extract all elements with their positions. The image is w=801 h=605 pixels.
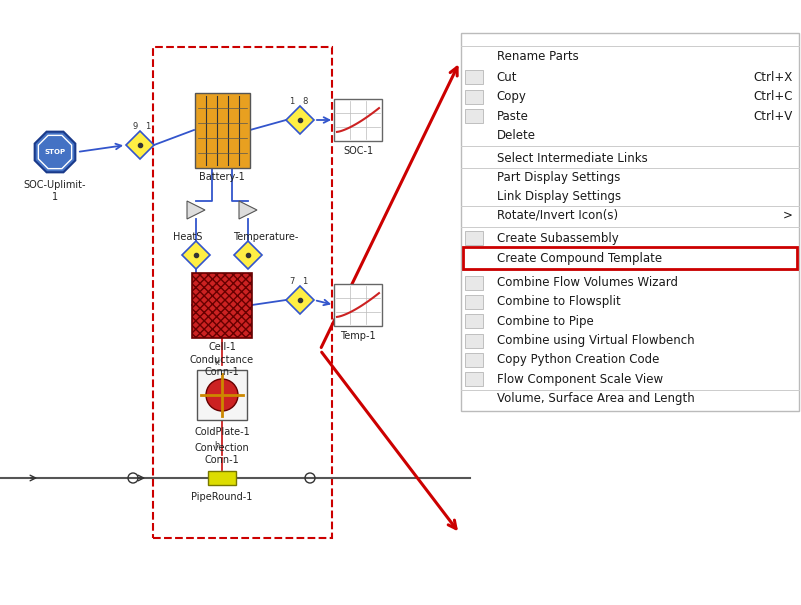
Bar: [465, 372, 482, 387]
Text: Copy: Copy: [497, 90, 526, 103]
Bar: [334, 284, 382, 326]
Bar: [153, 47, 332, 538]
Text: Part Display Settings: Part Display Settings: [497, 171, 620, 185]
Text: SOC-Uplimit-
1: SOC-Uplimit- 1: [24, 180, 87, 201]
Text: Ctrl+V: Ctrl+V: [754, 110, 793, 123]
Bar: [465, 275, 482, 290]
Text: Ctrl+X: Ctrl+X: [754, 71, 793, 84]
Text: Link Display Settings: Link Display Settings: [497, 189, 621, 203]
Text: Combine to Pipe: Combine to Pipe: [497, 315, 594, 328]
Polygon shape: [187, 201, 205, 219]
Text: Combine to Flowsplit: Combine to Flowsplit: [497, 295, 620, 309]
Text: Paste: Paste: [497, 110, 529, 123]
Text: Conductance
Conn-1: Conductance Conn-1: [190, 355, 254, 376]
Polygon shape: [34, 132, 75, 172]
Bar: [465, 109, 482, 123]
Bar: [465, 90, 482, 104]
Bar: [192, 272, 252, 338]
Text: STOP: STOP: [44, 149, 66, 155]
Bar: [334, 99, 382, 141]
Polygon shape: [286, 106, 314, 134]
Polygon shape: [239, 201, 257, 219]
Polygon shape: [126, 131, 154, 159]
Bar: [465, 231, 482, 246]
Text: 8: 8: [302, 97, 308, 106]
Text: Cut: Cut: [497, 71, 517, 84]
Bar: [461, 33, 799, 411]
Text: k: k: [214, 358, 219, 367]
Text: HeatS: HeatS: [173, 232, 203, 242]
Bar: [465, 295, 482, 309]
Polygon shape: [182, 241, 210, 269]
Text: Convection
Conn-1: Convection Conn-1: [195, 443, 249, 465]
Text: Ctrl+C: Ctrl+C: [754, 90, 793, 103]
Text: Combine using Virtual Flowbench: Combine using Virtual Flowbench: [497, 334, 694, 347]
Polygon shape: [286, 286, 314, 314]
Text: Create Compound Template: Create Compound Template: [497, 252, 662, 266]
Text: Delete: Delete: [497, 129, 536, 142]
Circle shape: [206, 379, 238, 411]
Text: Flow Component Scale View: Flow Component Scale View: [497, 373, 662, 386]
Text: 1: 1: [302, 277, 308, 286]
Bar: [462, 247, 798, 269]
Text: Volume, Surface Area and Length: Volume, Surface Area and Length: [497, 392, 694, 405]
Text: Temp-1: Temp-1: [340, 331, 376, 341]
Bar: [195, 93, 249, 168]
Bar: [465, 333, 482, 348]
Text: Copy Python Creation Code: Copy Python Creation Code: [497, 353, 659, 367]
Text: Rename Parts: Rename Parts: [497, 50, 578, 64]
Text: 7: 7: [289, 277, 295, 286]
Text: Battery-1: Battery-1: [199, 172, 245, 182]
Text: 1: 1: [289, 97, 295, 106]
Text: Cell-1: Cell-1: [208, 342, 236, 352]
Text: 1: 1: [145, 122, 151, 131]
Text: PipeRound-1: PipeRound-1: [191, 492, 252, 502]
Text: h: h: [214, 441, 219, 450]
Text: Combine Flow Volumes Wizard: Combine Flow Volumes Wizard: [497, 276, 678, 289]
Bar: [465, 70, 482, 85]
Bar: [465, 353, 482, 367]
Bar: [197, 370, 247, 420]
Bar: [465, 314, 482, 329]
Text: Temperature-: Temperature-: [233, 232, 299, 242]
Text: >: >: [783, 208, 793, 221]
Text: Select Intermediate Links: Select Intermediate Links: [497, 152, 647, 165]
Text: 9: 9: [132, 122, 138, 131]
Text: SOC-1: SOC-1: [343, 146, 373, 156]
Text: Create Subassembly: Create Subassembly: [497, 232, 618, 245]
Text: ColdPlate-1: ColdPlate-1: [194, 427, 250, 437]
Text: Rotate/Invert Icon(s): Rotate/Invert Icon(s): [497, 208, 618, 221]
Bar: [208, 471, 236, 485]
Polygon shape: [234, 241, 262, 269]
